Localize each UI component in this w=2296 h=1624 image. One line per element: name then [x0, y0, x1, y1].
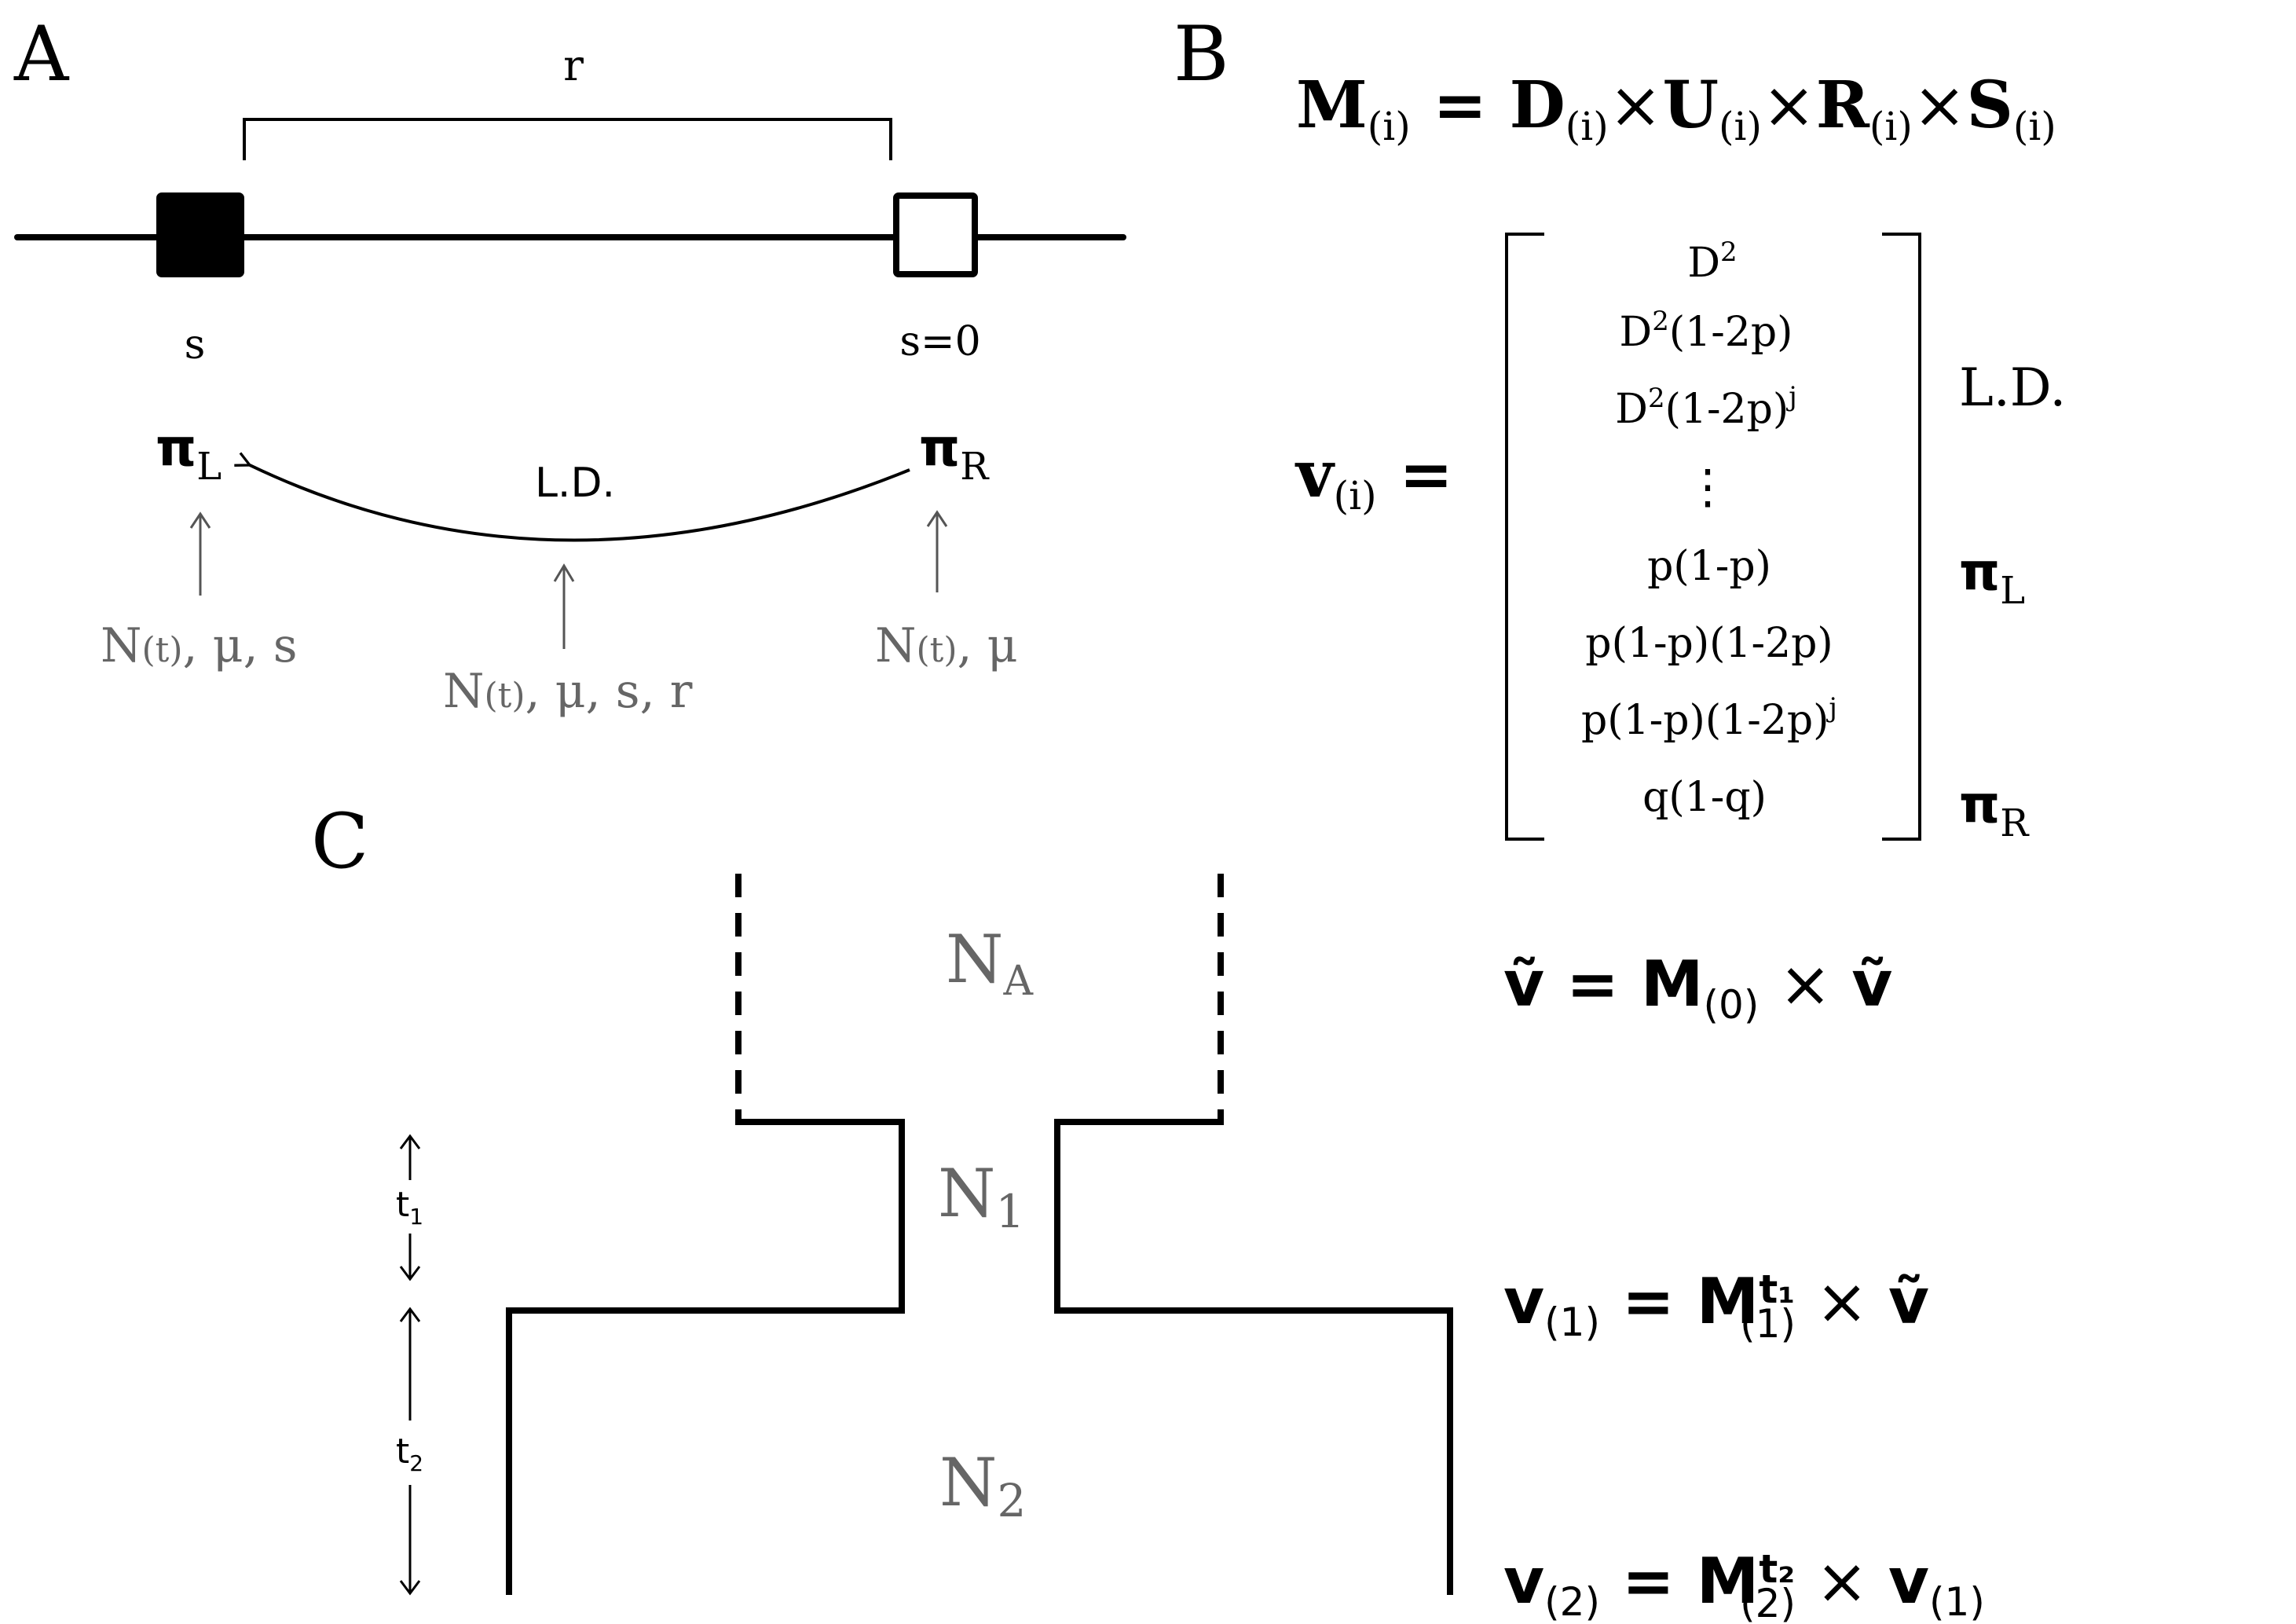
- vector-entry-d2-decay: D2(1-2p): [1620, 306, 1793, 356]
- vector-label-pi-left: πL: [1959, 541, 2025, 613]
- epoch1-equation: v(1) = Mt₁ (1) × ṽ: [1503, 1265, 1929, 1347]
- panel-a-label: A: [13, 10, 70, 98]
- epoch1-duration-label: t1: [396, 1185, 423, 1230]
- left-parameters: N(t), μ, s: [101, 618, 298, 673]
- right-param-arrow-head: [926, 510, 948, 527]
- selected-locus-box: [156, 192, 244, 277]
- parameter-arrows: [189, 510, 948, 649]
- linkage-disequilibrium-arrow: [250, 465, 910, 542]
- panel-a: A r s s=0 πL πR L.D. N(t), μ, s N(t), μ,…: [13, 10, 1126, 719]
- vector-entry-ellipsis: ⋮: [1684, 460, 1731, 515]
- right-locus-selection-label: s=0: [899, 318, 980, 365]
- vector-left-bracket: [1505, 233, 1544, 841]
- equilibrium-equation: ṽ = M(0) × ṽ: [1503, 948, 1892, 1028]
- epoch2-equation: v(2) = Mt₂ (2) × v(1): [1503, 1545, 1985, 1624]
- vector-entry-d2-decay-j: D2(1-2p)j: [1615, 381, 1797, 433]
- vector-entry-hetero-left: p(1-p): [1647, 543, 1771, 590]
- epoch2-duration-label: t2: [396, 1432, 423, 1476]
- ld-label: L.D.: [535, 460, 615, 507]
- recombination-bracket: [243, 118, 892, 160]
- t2-up-head: [399, 1307, 421, 1322]
- vector-entry-hetero-left-decay: p(1-p)(1-2p): [1585, 620, 1833, 667]
- state-vector-lhs: v(i) =: [1294, 437, 1453, 519]
- demography-outline: [506, 874, 1453, 1595]
- panel-b-label: B: [1174, 10, 1229, 98]
- t1-down-head: [399, 1266, 421, 1281]
- left-locus-selection-label: s: [185, 321, 206, 368]
- time-arrows: [399, 1134, 421, 1596]
- right-population-boundary: [1054, 1116, 1453, 1595]
- mid-parameters: N(t), μ, s, r: [443, 664, 693, 719]
- ancestral-population-size: NA: [946, 921, 1034, 1005]
- vector-right-bracket: [1882, 233, 1921, 841]
- right-parameters: N(t), μ: [875, 618, 1018, 673]
- epoch2-population-size: N2: [939, 1444, 1026, 1527]
- transition-matrix-equation: M(i) = D(i)×U(i)×R(i)×S(i): [1296, 68, 2056, 149]
- pi-right-label: πR: [919, 417, 990, 489]
- panel-c-label: C: [311, 797, 368, 885]
- left-param-arrow-head: [189, 511, 211, 529]
- state-vector-entries: D2 D2(1-2p) D2(1-2p)j ⋮ p(1-p) p(1-p)(1-…: [1581, 236, 1837, 821]
- panel-b: B M(i) = D(i)×U(i)×R(i)×S(i) v(i) = D2 D…: [1174, 10, 2066, 845]
- panel-c: C NA N1 N2 t1 t2 ṽ = M(0) × ṽ v(1) = Mt₁…: [311, 797, 1985, 1624]
- left-population-boundary: [506, 1116, 905, 1595]
- vector-entry-d2: D2: [1687, 236, 1737, 287]
- vector-label-pi-right: πR: [1959, 774, 2030, 845]
- t1-up-head: [399, 1134, 421, 1149]
- neutral-locus-box: [893, 192, 978, 277]
- vector-label-ld: L.D.: [1959, 357, 2066, 418]
- vector-entry-hetero-left-decay-j: p(1-p)(1-2p)j: [1581, 692, 1837, 744]
- mid-param-arrow-head: [553, 563, 575, 582]
- recombination-distance-label: r: [563, 41, 584, 90]
- vector-entry-hetero-right: q(1-q): [1642, 774, 1767, 821]
- pi-left-label: πL: [156, 417, 222, 489]
- epoch1-population-size: N1: [938, 1155, 1024, 1238]
- t2-down-head: [399, 1580, 421, 1596]
